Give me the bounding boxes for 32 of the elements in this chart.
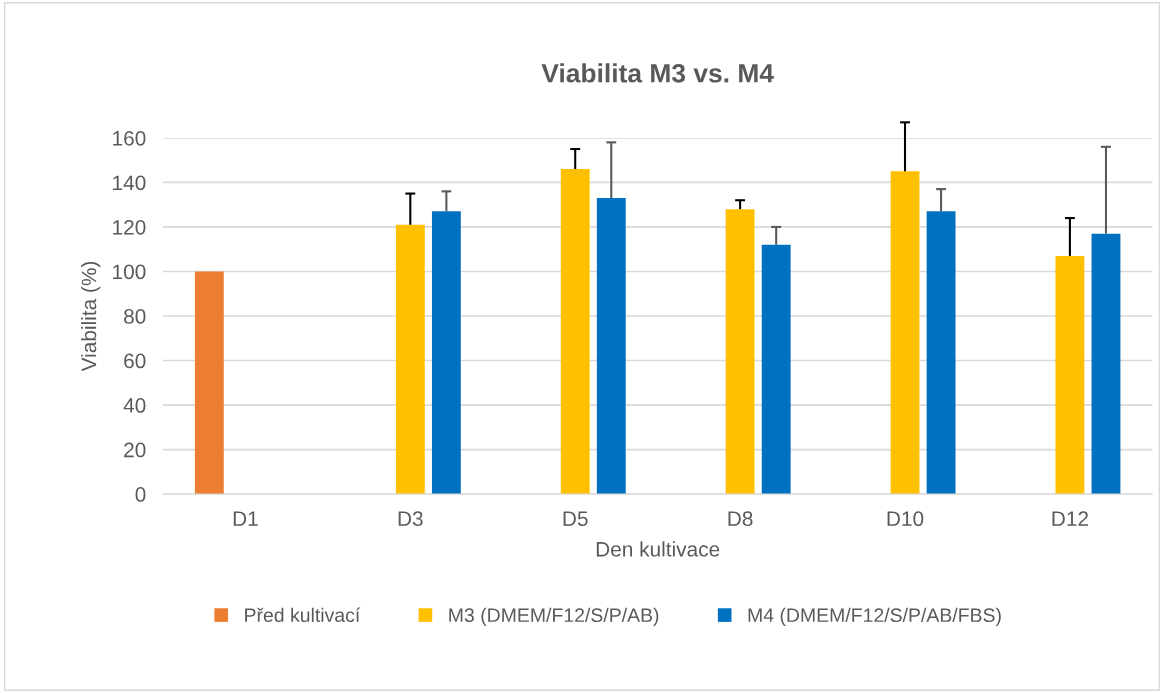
x-tick-label: D5 — [563, 511, 588, 527]
x-tick-label: D3 — [398, 511, 423, 527]
y-tick-label: 60 — [124, 353, 146, 369]
y-tick-label: 120 — [113, 219, 146, 235]
bar — [926, 211, 956, 495]
x-tick-label: D8 — [728, 511, 753, 527]
x-tick-label: D12 — [1052, 511, 1088, 526]
legend-label: M4 (DMEM/F12/S/P/AB/FBS) — [748, 607, 1001, 626]
bar — [725, 209, 755, 495]
bar — [890, 171, 920, 495]
x-axis-title: Den kultivace — [596, 541, 720, 557]
bar — [395, 224, 425, 495]
y-tick-label: 20 — [124, 442, 146, 458]
y-tick-label: 160 — [113, 130, 146, 146]
x-tick-label: D10 — [887, 511, 924, 527]
bar — [761, 244, 791, 495]
bar — [1091, 233, 1121, 495]
y-axis-title: Viabilita (%) — [81, 261, 101, 372]
bar — [560, 169, 590, 495]
chart-title: Viabilita M3 vs. M4 — [541, 63, 774, 83]
y-tick-label: 40 — [123, 398, 146, 413]
bar — [596, 198, 626, 495]
legend-label: Před kultivací — [245, 607, 361, 623]
legend-label: M3 (DMEM/F12/S/P/AB) — [449, 607, 659, 626]
y-tick-label: 0 — [135, 487, 146, 502]
y-tick-label: 100 — [113, 264, 146, 280]
y-tick-label: 80 — [124, 309, 146, 324]
bar — [194, 271, 224, 495]
x-tick-label: D1 — [233, 511, 258, 526]
bar — [1055, 255, 1085, 495]
y-tick-label: 140 — [113, 175, 146, 191]
bar — [431, 211, 461, 495]
